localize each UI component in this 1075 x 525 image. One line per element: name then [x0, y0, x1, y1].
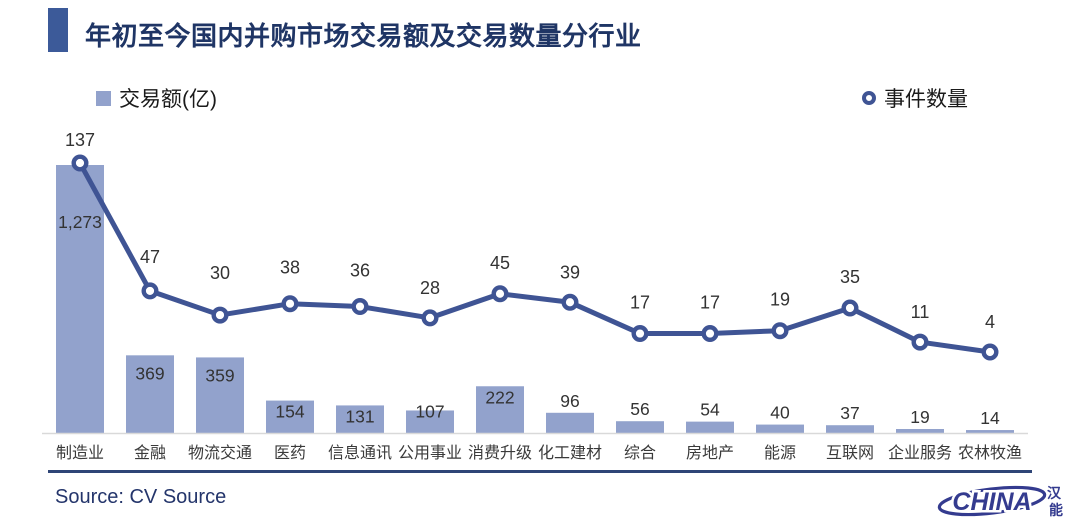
line-marker	[351, 298, 369, 316]
line-value-label: 38	[280, 258, 300, 278]
bar-value-label: 19	[910, 407, 929, 427]
bar	[756, 424, 804, 433]
page-title: 年初至今国内并购市场交易额及交易数量分行业	[85, 21, 642, 51]
category-label: 房地产	[686, 444, 734, 462]
bar-value-label: 40	[770, 403, 790, 423]
line-marker	[841, 299, 859, 317]
line-marker	[141, 282, 159, 300]
line-marker	[491, 285, 509, 303]
line-value-label: 35	[840, 267, 860, 287]
bar-value-label: 359	[205, 365, 234, 385]
category-label: 互联网	[826, 444, 874, 462]
bar	[126, 355, 174, 433]
bar	[966, 430, 1014, 433]
line-value-label: 17	[630, 293, 650, 313]
bar	[336, 405, 384, 433]
line-value-label: 28	[420, 278, 440, 298]
footer-divider	[48, 470, 1032, 473]
bar-value-label: 222	[485, 387, 514, 407]
legend-bar-series: 交易额(亿)	[96, 83, 217, 113]
line-marker	[421, 309, 439, 327]
bar	[686, 421, 734, 433]
category-label: 公用事业	[398, 444, 462, 462]
line-value-label: 30	[210, 263, 230, 283]
line-marker	[911, 333, 929, 351]
category-label: 物流交通	[188, 444, 252, 462]
bar	[406, 410, 454, 433]
trend-line	[77, 160, 993, 355]
category-label: 金融	[134, 444, 166, 462]
line-legend-marker-icon	[862, 91, 876, 105]
category-label: 信息通讯	[328, 444, 392, 462]
category-label: 制造业	[56, 444, 104, 462]
source-note: Source: CV Source	[55, 486, 227, 508]
line-value-label: 47	[140, 247, 160, 267]
logo-cn-top-text: 汉	[1047, 485, 1062, 501]
category-label: 农林牧渔	[958, 444, 1022, 462]
line-marker	[631, 325, 649, 343]
category-label: 消费升级	[468, 444, 532, 462]
bar	[266, 400, 314, 433]
bar-value-label: 154	[275, 402, 304, 422]
bar-value-label: 54	[700, 400, 720, 420]
line-marker	[771, 322, 789, 340]
bar-legend-swatch-icon	[96, 90, 111, 106]
bar	[616, 421, 664, 433]
line-value-label: 19	[770, 290, 790, 310]
bar-legend-label: 交易额(亿)	[119, 88, 217, 111]
bar-value-label: 37	[840, 403, 859, 423]
company-logo: CHINA 汉 能	[936, 481, 1066, 521]
bar-value-label: 14	[980, 408, 1000, 428]
bar	[546, 412, 594, 433]
line-marker	[701, 325, 719, 343]
category-label: 综合	[624, 444, 656, 462]
bar-value-label: 369	[135, 363, 164, 383]
line-value-label: 45	[490, 253, 510, 273]
category-label: 能源	[764, 444, 796, 462]
title-accent-bar	[48, 8, 68, 52]
line-marker	[981, 343, 999, 361]
line-value-label: 4	[985, 312, 995, 332]
logo-latin-text: CHINA	[952, 488, 1031, 516]
category-label: 企业服务	[888, 444, 952, 462]
line-marker	[71, 154, 89, 172]
bar	[56, 165, 104, 433]
line-marker	[211, 306, 229, 324]
bar	[896, 429, 944, 433]
line-marker	[281, 295, 299, 313]
bar	[826, 425, 874, 433]
bar	[476, 386, 524, 433]
line-value-label: 36	[350, 261, 370, 281]
line-value-label: 11	[911, 302, 930, 322]
category-label: 医药	[274, 444, 306, 462]
bar-value-label: 96	[560, 391, 579, 411]
line-value-label: 17	[700, 293, 720, 313]
bar-value-label: 56	[630, 399, 649, 419]
line-legend-label: 事件数量	[884, 88, 968, 111]
legend-line-series: 事件数量	[862, 83, 968, 113]
line-value-label: 137	[65, 130, 95, 150]
bar	[196, 357, 244, 433]
logo-cn-bottom-text: 能	[1049, 502, 1063, 518]
category-label: 化工建材	[538, 444, 602, 462]
bar-value-label: 107	[415, 401, 444, 421]
line-value-label: 39	[560, 262, 580, 282]
bar-value-label: 1,273	[58, 212, 102, 232]
bar-value-label: 131	[345, 406, 374, 426]
logo-swoosh-icon	[937, 485, 1047, 517]
line-marker	[561, 293, 579, 311]
